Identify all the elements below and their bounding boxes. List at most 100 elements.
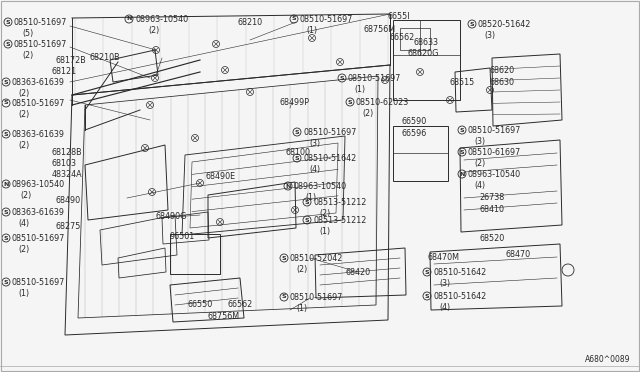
Text: 66590: 66590 bbox=[401, 117, 426, 126]
Text: 66562: 66562 bbox=[228, 300, 253, 309]
Text: 68515: 68515 bbox=[449, 78, 474, 87]
Text: (1): (1) bbox=[354, 85, 365, 94]
Text: 68103: 68103 bbox=[52, 159, 77, 168]
Text: 26738: 26738 bbox=[479, 193, 504, 202]
Text: 08510-51697: 08510-51697 bbox=[14, 40, 67, 49]
Text: 08510-52042: 08510-52042 bbox=[290, 254, 344, 263]
Text: 6655l: 6655l bbox=[388, 12, 410, 21]
Text: 08513-51212: 08513-51212 bbox=[313, 216, 366, 225]
Text: S: S bbox=[4, 279, 8, 285]
Text: (2): (2) bbox=[362, 109, 373, 118]
Text: 08510-51697: 08510-51697 bbox=[300, 15, 353, 24]
Text: 08510-51642: 08510-51642 bbox=[433, 292, 486, 301]
Text: 68620: 68620 bbox=[490, 66, 515, 75]
Text: 68520: 68520 bbox=[479, 234, 504, 243]
Text: (2): (2) bbox=[18, 245, 29, 254]
Text: S: S bbox=[4, 209, 8, 215]
Text: 08510-51642: 08510-51642 bbox=[433, 268, 486, 277]
Text: 08513-51212: 08513-51212 bbox=[313, 198, 366, 207]
Text: (1): (1) bbox=[18, 289, 29, 298]
Text: S: S bbox=[282, 256, 286, 260]
Text: 68630: 68630 bbox=[490, 78, 515, 87]
Text: 08510-51697: 08510-51697 bbox=[303, 128, 356, 137]
Text: 08520-51642: 08520-51642 bbox=[478, 20, 531, 29]
Text: S: S bbox=[425, 269, 429, 275]
Text: (4): (4) bbox=[439, 303, 450, 312]
Text: 68172B: 68172B bbox=[55, 56, 86, 65]
Text: 08363-61639: 08363-61639 bbox=[12, 208, 65, 217]
Text: 08510-51697: 08510-51697 bbox=[290, 293, 344, 302]
Text: 68210B: 68210B bbox=[90, 53, 120, 62]
Text: S: S bbox=[470, 22, 474, 26]
Text: N: N bbox=[126, 16, 132, 22]
Text: S: S bbox=[282, 295, 286, 299]
Text: S: S bbox=[305, 199, 309, 205]
Text: S: S bbox=[292, 16, 296, 22]
Text: 08510-51697: 08510-51697 bbox=[14, 18, 67, 27]
Text: N: N bbox=[285, 183, 291, 189]
Text: S: S bbox=[4, 131, 8, 137]
Text: S: S bbox=[305, 218, 309, 222]
Text: (4): (4) bbox=[474, 181, 485, 190]
Text: (1): (1) bbox=[306, 26, 317, 35]
Bar bbox=[400, 28, 430, 50]
Text: (2): (2) bbox=[18, 89, 29, 98]
Text: (3): (3) bbox=[474, 137, 485, 146]
Text: (4): (4) bbox=[309, 165, 320, 174]
Text: 08510-51697: 08510-51697 bbox=[12, 278, 65, 287]
Text: (2): (2) bbox=[296, 265, 307, 274]
Text: 68756M: 68756M bbox=[208, 312, 240, 321]
Text: 68633: 68633 bbox=[414, 38, 439, 47]
Text: 68275: 68275 bbox=[55, 222, 81, 231]
Text: N: N bbox=[3, 182, 9, 186]
Text: 08510-51697: 08510-51697 bbox=[12, 99, 65, 108]
Text: 08363-61639: 08363-61639 bbox=[12, 130, 65, 139]
Text: 68620G: 68620G bbox=[408, 49, 440, 58]
Text: (1): (1) bbox=[305, 193, 316, 202]
Text: S: S bbox=[425, 294, 429, 298]
Text: 68499P: 68499P bbox=[280, 98, 310, 107]
Text: S: S bbox=[6, 19, 10, 25]
Text: S: S bbox=[348, 99, 352, 105]
Text: 68128B: 68128B bbox=[52, 148, 83, 157]
Text: (4): (4) bbox=[18, 219, 29, 228]
Text: (1): (1) bbox=[296, 304, 307, 313]
Text: 68100: 68100 bbox=[285, 148, 310, 157]
Text: (1): (1) bbox=[319, 227, 330, 236]
Text: 68490: 68490 bbox=[55, 196, 80, 205]
Text: S: S bbox=[4, 80, 8, 84]
Text: 08510-51697: 08510-51697 bbox=[468, 126, 522, 135]
Text: 68490G: 68490G bbox=[156, 212, 188, 221]
Text: 08963-10540: 08963-10540 bbox=[12, 180, 65, 189]
Text: S: S bbox=[4, 235, 8, 241]
Text: (2): (2) bbox=[319, 209, 330, 218]
Text: (2): (2) bbox=[148, 26, 159, 35]
Bar bbox=[170, 234, 220, 274]
Text: 08363-61639: 08363-61639 bbox=[12, 78, 65, 87]
Text: (3): (3) bbox=[309, 139, 320, 148]
Text: 68210: 68210 bbox=[238, 18, 263, 27]
Text: (2): (2) bbox=[20, 191, 31, 200]
Text: S: S bbox=[340, 76, 344, 80]
Text: (2): (2) bbox=[18, 110, 29, 119]
Text: (2): (2) bbox=[22, 51, 33, 60]
Text: 68470M: 68470M bbox=[428, 253, 460, 262]
Text: (3): (3) bbox=[484, 31, 495, 40]
Text: 96501: 96501 bbox=[170, 232, 195, 241]
Text: 48324A: 48324A bbox=[52, 170, 83, 179]
Bar bbox=[393, 126, 448, 181]
Text: 08963-10540: 08963-10540 bbox=[294, 182, 347, 191]
Text: 68470: 68470 bbox=[505, 250, 530, 259]
Text: A680^0089: A680^0089 bbox=[584, 355, 630, 364]
Text: 66550: 66550 bbox=[188, 300, 213, 309]
Text: 66596: 66596 bbox=[401, 129, 426, 138]
Text: 08963-10540: 08963-10540 bbox=[135, 15, 188, 24]
Text: N: N bbox=[460, 171, 465, 176]
Text: S: S bbox=[6, 42, 10, 46]
Text: 08510-51697: 08510-51697 bbox=[348, 74, 401, 83]
Text: 68756M: 68756M bbox=[363, 25, 395, 34]
Text: S: S bbox=[460, 150, 464, 154]
Text: (5): (5) bbox=[22, 29, 33, 38]
Text: S: S bbox=[4, 100, 8, 106]
Text: 08510-62023: 08510-62023 bbox=[356, 98, 409, 107]
